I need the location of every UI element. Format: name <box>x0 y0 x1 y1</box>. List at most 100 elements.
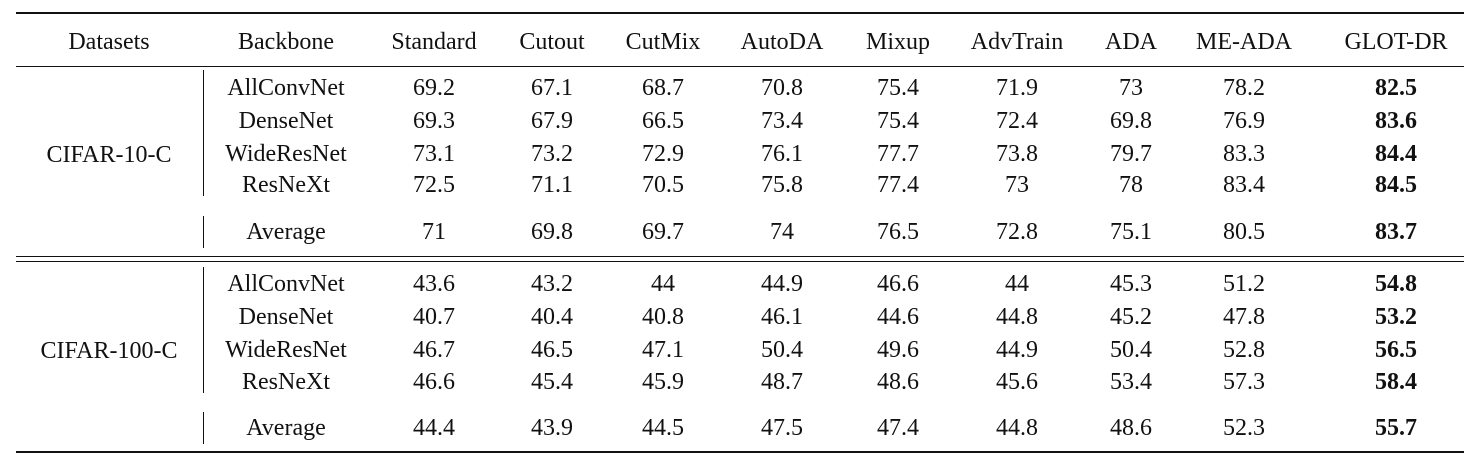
header-autoda: AutoDA <box>740 29 824 55</box>
group-divider-upper <box>16 256 1464 258</box>
value-cell: 73.2 <box>531 141 573 167</box>
value-cell: 77.4 <box>877 172 919 198</box>
value-cell: 68.7 <box>642 75 684 101</box>
value-cell: 50.4 <box>1110 337 1152 363</box>
header-standard: Standard <box>391 29 477 55</box>
best-value-cell: 84.5 <box>1375 172 1417 198</box>
value-cell: 72.9 <box>642 141 684 167</box>
backbone-cell: AllConvNet <box>227 271 345 297</box>
backbone-cell: DenseNet <box>238 108 334 134</box>
average-value-cell: 69.7 <box>642 219 684 245</box>
backbone-cell: ResNeXt <box>242 172 330 198</box>
best-value-cell: 58.4 <box>1375 369 1417 395</box>
value-cell: 43.6 <box>413 271 455 297</box>
value-cell: 46.1 <box>761 304 803 330</box>
header-glotdr: GLOT-DR <box>1344 29 1448 55</box>
header-cutmix: CutMix <box>625 29 701 55</box>
value-cell: 83.3 <box>1223 141 1265 167</box>
average-value-cell: 47.4 <box>877 415 919 441</box>
header-cutout: Cutout <box>519 29 585 55</box>
average-value-cell: 75.1 <box>1110 219 1152 245</box>
value-cell: 71.9 <box>996 75 1038 101</box>
value-cell: 69.8 <box>1110 108 1152 134</box>
value-cell: 73.4 <box>761 108 803 134</box>
value-cell: 69.2 <box>413 75 455 101</box>
value-cell: 46.5 <box>531 337 573 363</box>
value-cell: 52.8 <box>1223 337 1265 363</box>
backbone-cell: WideResNet <box>225 337 347 363</box>
header-rule <box>16 66 1464 68</box>
value-cell: 49.6 <box>877 337 919 363</box>
value-cell: 83.4 <box>1223 172 1265 198</box>
value-cell: 77.7 <box>877 141 919 167</box>
dataset-separator-bottom <box>203 267 205 393</box>
header-meada: ME-ADA <box>1196 29 1292 55</box>
value-cell: 73 <box>1119 75 1143 101</box>
value-cell: 72.4 <box>996 108 1038 134</box>
average-separator-bottom <box>203 412 205 444</box>
dataset-label: CIFAR-100-C <box>40 338 178 364</box>
dataset-separator-top <box>203 70 205 196</box>
average-value-cell: 44.5 <box>642 415 684 441</box>
best-value-cell: 84.4 <box>1375 141 1417 167</box>
value-cell: 75.8 <box>761 172 803 198</box>
value-cell: 69.3 <box>413 108 455 134</box>
value-cell: 46.6 <box>877 271 919 297</box>
value-cell: 57.3 <box>1223 369 1265 395</box>
value-cell: 47.8 <box>1223 304 1265 330</box>
value-cell: 70.8 <box>761 75 803 101</box>
average-value-cell: 71 <box>422 219 446 245</box>
value-cell: 51.2 <box>1223 271 1265 297</box>
value-cell: 44.9 <box>761 271 803 297</box>
value-cell: 53.4 <box>1110 369 1152 395</box>
average-value-cell: 74 <box>770 219 794 245</box>
header-datasets: Datasets <box>68 29 150 55</box>
best-value-cell: 82.5 <box>1375 75 1417 101</box>
value-cell: 78 <box>1119 172 1143 198</box>
best-average-cell: 55.7 <box>1375 415 1417 441</box>
average-value-cell: 47.5 <box>761 415 803 441</box>
value-cell: 48.6 <box>877 369 919 395</box>
value-cell: 67.9 <box>531 108 573 134</box>
value-cell: 75.4 <box>877 108 919 134</box>
value-cell: 43.2 <box>531 271 573 297</box>
average-value-cell: 44.4 <box>413 415 455 441</box>
best-value-cell: 53.2 <box>1375 304 1417 330</box>
value-cell: 47.1 <box>642 337 684 363</box>
average-value-cell: 69.8 <box>531 219 573 245</box>
best-average-cell: 83.7 <box>1375 219 1417 245</box>
value-cell: 70.5 <box>642 172 684 198</box>
value-cell: 79.7 <box>1110 141 1152 167</box>
dataset-label: CIFAR-10-C <box>46 142 172 168</box>
value-cell: 72.5 <box>413 172 455 198</box>
value-cell: 44.8 <box>996 304 1038 330</box>
value-cell: 71.1 <box>531 172 573 198</box>
backbone-cell: AllConvNet <box>227 75 345 101</box>
average-label: Average <box>246 415 326 441</box>
value-cell: 40.8 <box>642 304 684 330</box>
best-value-cell: 54.8 <box>1375 271 1417 297</box>
value-cell: 40.4 <box>531 304 573 330</box>
average-value-cell: 44.8 <box>996 415 1038 441</box>
value-cell: 66.5 <box>642 108 684 134</box>
best-value-cell: 56.5 <box>1375 337 1417 363</box>
value-cell: 75.4 <box>877 75 919 101</box>
value-cell: 45.9 <box>642 369 684 395</box>
group-divider-lower <box>16 261 1464 263</box>
header-backbone: Backbone <box>238 29 334 55</box>
average-label: Average <box>246 219 326 245</box>
results-table: Datasets Backbone Standard Cutout CutMix… <box>16 12 1464 454</box>
value-cell: 67.1 <box>531 75 573 101</box>
backbone-cell: ResNeXt <box>242 369 330 395</box>
value-cell: 40.7 <box>413 304 455 330</box>
value-cell: 73 <box>1005 172 1029 198</box>
average-value-cell: 48.6 <box>1110 415 1152 441</box>
value-cell: 45.2 <box>1110 304 1152 330</box>
backbone-cell: WideResNet <box>225 141 347 167</box>
value-cell: 44.9 <box>996 337 1038 363</box>
header-advtrain: AdvTrain <box>970 29 1064 55</box>
value-cell: 50.4 <box>761 337 803 363</box>
value-cell: 78.2 <box>1223 75 1265 101</box>
top-rule <box>16 12 1464 14</box>
value-cell: 45.4 <box>531 369 573 395</box>
